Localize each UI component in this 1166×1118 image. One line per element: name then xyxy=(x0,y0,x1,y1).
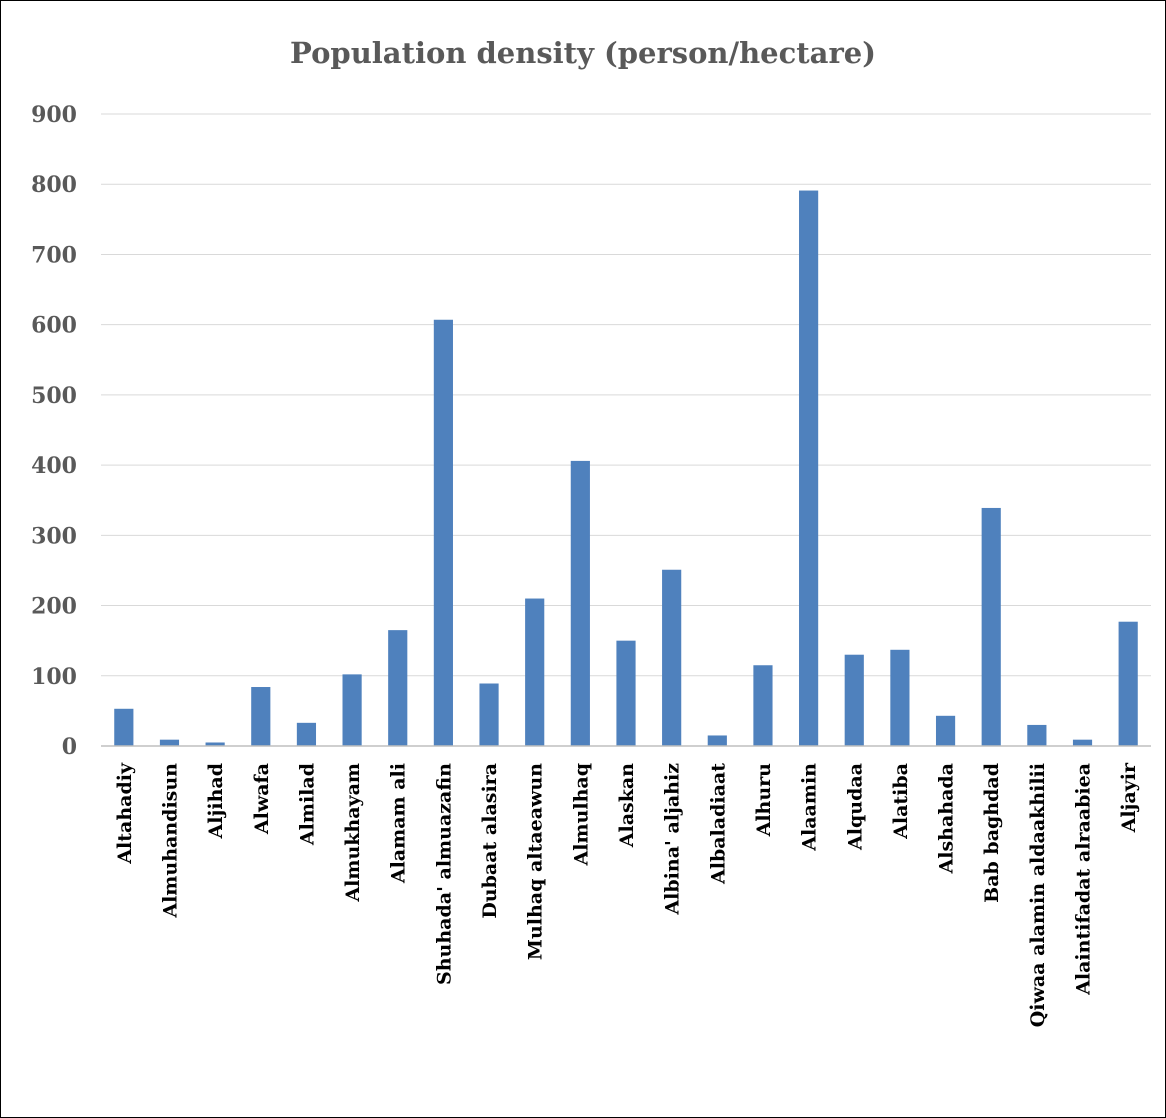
bar xyxy=(433,319,453,746)
x-category-label: Almukhayam xyxy=(342,763,364,903)
bar xyxy=(616,640,636,746)
bars xyxy=(114,190,1138,746)
bar xyxy=(890,649,910,746)
bar xyxy=(159,739,180,746)
bar xyxy=(662,569,682,746)
bar xyxy=(707,735,727,746)
y-tick-label: 800 xyxy=(31,172,77,198)
bar xyxy=(296,722,317,746)
bar xyxy=(205,742,225,746)
x-category-label: Alaskan xyxy=(616,763,638,848)
x-category-label: Aljayir xyxy=(1118,762,1140,833)
bar xyxy=(1027,724,1047,746)
bar xyxy=(342,674,362,746)
x-category-label: Shuhada' almuazafin xyxy=(433,763,455,985)
x-category-label: Almuhandisun xyxy=(159,763,181,919)
x-category-label: Almilad xyxy=(296,763,318,846)
x-category-label: Dubaat alasira xyxy=(479,763,501,919)
bar xyxy=(479,683,499,746)
y-tick-label: 0 xyxy=(62,734,77,760)
x-category-label: Alwafa xyxy=(251,763,273,835)
x-axis-category-labels: Altahadiy Almuhandisun Aljihad Alwafa Almila… xyxy=(114,762,1140,1027)
y-tick-label: 700 xyxy=(31,242,77,268)
x-category-label: Altahadiy xyxy=(114,762,136,865)
x-category-label: Alqudaa xyxy=(844,763,866,851)
x-category-label: Alaintifadat alraabiea xyxy=(1073,763,1095,996)
bar xyxy=(251,687,271,746)
x-category-label: Albaladiaat xyxy=(707,763,729,885)
x-category-label: Alamam ali xyxy=(388,763,410,884)
x-category-label: Mulhaq altaeawun xyxy=(525,763,547,960)
y-tick-label: 600 xyxy=(31,313,77,339)
bar xyxy=(570,460,590,746)
bar xyxy=(981,507,1001,746)
y-tick-label: 200 xyxy=(31,594,77,620)
x-category-label: Almulhaq xyxy=(570,763,592,867)
bar xyxy=(935,715,956,746)
bar xyxy=(525,598,545,746)
x-category-label: Alatiba xyxy=(890,763,912,840)
y-axis-tick-labels: 0 100 200 300 400 500 600 700 800 900 xyxy=(31,102,77,760)
bar xyxy=(753,665,773,746)
y-tick-label: 100 xyxy=(31,664,77,690)
x-category-label: Qiwaa alamin aldaakhilii xyxy=(1027,763,1049,1027)
x-category-label: Alaamin xyxy=(799,763,821,852)
x-category-label: Alshahada xyxy=(936,763,958,875)
bar xyxy=(1118,621,1138,746)
y-tick-label: 300 xyxy=(31,523,77,549)
bar xyxy=(844,654,864,746)
x-category-label: Alhuru xyxy=(753,763,775,838)
y-tick-label: 900 xyxy=(31,102,77,128)
y-tick-label: 400 xyxy=(31,453,77,479)
x-category-label: Bab baghdad xyxy=(981,763,1003,903)
bar xyxy=(388,630,408,746)
chart-title: Population density (person/hectare) xyxy=(290,36,876,70)
bar xyxy=(114,708,134,746)
x-category-label: Aljihad xyxy=(205,763,227,839)
x-category-label: Albina' aljahiz xyxy=(662,763,684,916)
bar xyxy=(1072,739,1093,746)
gridlines xyxy=(101,113,1151,677)
y-tick-label: 500 xyxy=(31,383,77,409)
bar xyxy=(799,190,819,746)
